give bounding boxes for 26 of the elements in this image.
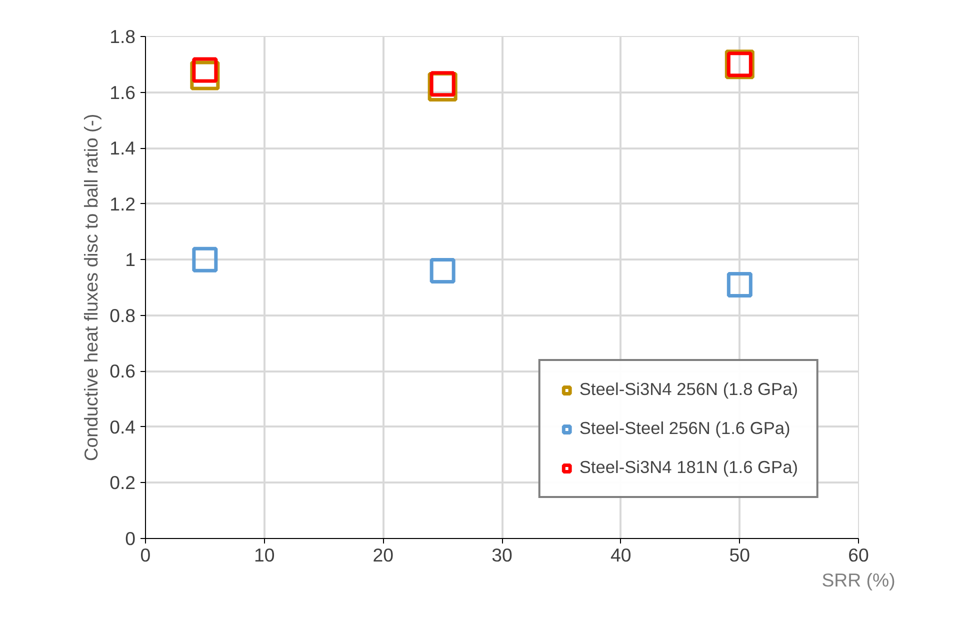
point (190, 60, 220, 90)
x-tick-label: 60 (848, 544, 869, 566)
point (430, 258, 456, 284)
y-tick-label: 0.4 (110, 416, 136, 438)
legend-label: Steel-Si3N4 181N (1.6 GPa) (579, 457, 798, 478)
x-tick-label: 50 (729, 544, 750, 566)
point (726, 272, 752, 298)
x-axis-title: SRR (%) (822, 570, 896, 590)
x-tick-label: 30 (492, 544, 512, 566)
legend-label: Steel-Si3N4 256N (1.8 GPa) (579, 379, 798, 400)
x-tick-label: 10 (254, 544, 275, 566)
y-tick-label: 1.6 (110, 82, 136, 103)
y-tick-label: 1.2 (110, 193, 136, 214)
y-tick-label: 0.6 (110, 360, 136, 382)
y-tick-label: 1.8 (110, 26, 136, 47)
x-tick-label: 20 (372, 544, 394, 566)
x-tick-label: 40 (610, 544, 632, 566)
y-tick-label: 0 (125, 528, 136, 549)
x-tick-label: 0 (140, 544, 151, 566)
legend-label: Steel-Steel 256N (1.6 GPa) (579, 418, 790, 439)
y-axis-title: Conductive heat fluxes disc to ball ratio (-) (80, 114, 102, 462)
point (192, 246, 218, 272)
y-tick-label: 1.4 (110, 138, 136, 159)
y-tick-label: 1 (125, 249, 136, 270)
y-tick-label: 0.8 (110, 304, 136, 326)
y-tick-label: 0.2 (110, 472, 136, 494)
